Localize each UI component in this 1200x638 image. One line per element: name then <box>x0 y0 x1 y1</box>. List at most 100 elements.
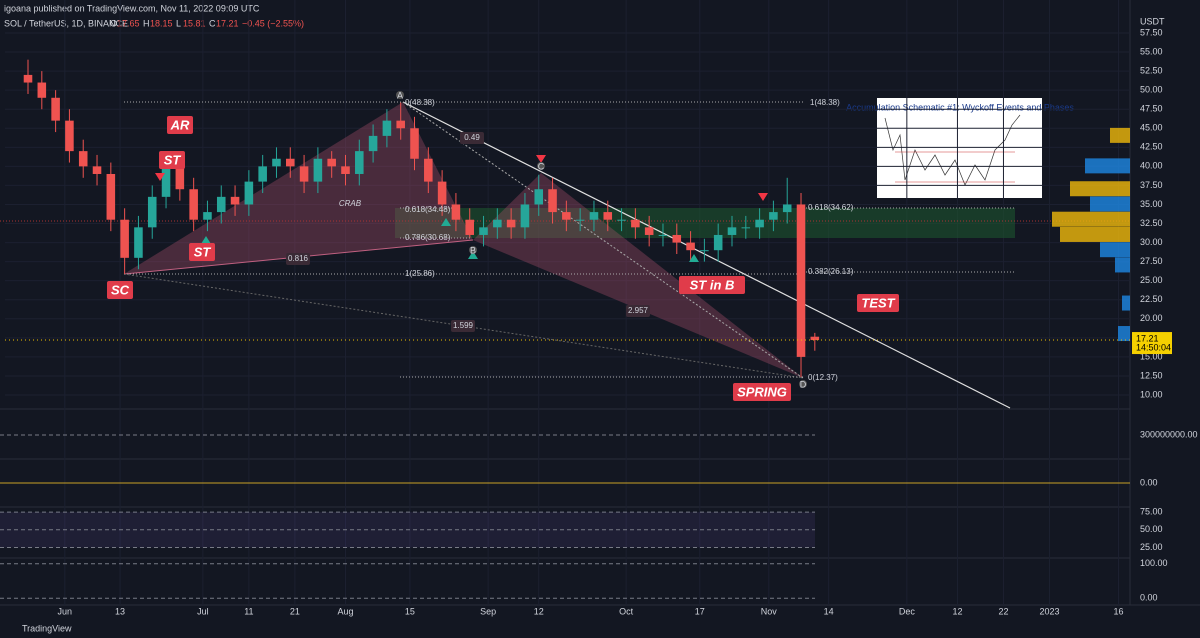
last-price: 17.21 <box>1136 333 1159 343</box>
ohlc-key: O <box>110 18 117 28</box>
candle-body <box>147 196 157 228</box>
candle-body <box>272 158 281 167</box>
x-tick-label: 16 <box>1113 606 1123 616</box>
annotation-box <box>159 151 185 169</box>
candle-body <box>713 234 723 251</box>
x-tick-label: 12 <box>534 606 544 616</box>
annotation-box <box>857 294 899 312</box>
annotation-box <box>679 276 745 294</box>
annotation: AR <box>170 117 190 132</box>
ratio-label: 1.599 <box>453 321 474 330</box>
axis-title: USDT <box>1140 16 1165 26</box>
ratio-label: 0.49 <box>464 133 480 142</box>
candle-body <box>244 181 254 205</box>
pattern-point-label: C <box>538 161 545 171</box>
y-tick-label: 35.00 <box>1140 199 1163 209</box>
pattern-point-label: A <box>397 90 403 100</box>
annotation-box <box>107 281 133 299</box>
candle-body <box>769 212 778 220</box>
buy-marker <box>689 254 699 262</box>
pane-tick-label: 25.00 <box>1140 542 1163 552</box>
candle-body <box>258 166 267 182</box>
annotation: ST <box>194 244 212 259</box>
crab-pattern <box>124 102 473 274</box>
annotation: SC <box>111 282 130 297</box>
candle-body <box>493 219 502 228</box>
volume-profile-bar <box>1122 295 1130 311</box>
fib-label: 1(25.86) <box>405 269 435 278</box>
pattern-point-label: D <box>800 379 807 389</box>
fib-label: 0(48.38) <box>405 98 435 107</box>
fib-label: 1(48.38) <box>810 98 840 107</box>
ohlc-key: C <box>209 18 216 28</box>
candle-body <box>520 204 530 228</box>
pane-tick-label: 75.00 <box>1140 506 1163 516</box>
candle-body <box>341 166 350 174</box>
candle-body <box>782 204 792 213</box>
candle-body <box>589 212 599 220</box>
y-tick-label: 42.50 <box>1140 142 1163 152</box>
ohlc-value: 18.15 <box>150 18 173 28</box>
ohlc-key: L <box>176 18 181 28</box>
ratio-box <box>460 132 484 144</box>
inset-sketch <box>884 114 1021 186</box>
volume-profile-bar <box>1110 127 1130 143</box>
x-tick-label: Dec <box>899 606 916 616</box>
candle-body <box>396 120 405 129</box>
annotation: ST in B <box>690 277 735 292</box>
ohlc-key: H <box>143 18 150 28</box>
trend-line <box>402 101 1011 409</box>
sell-marker <box>536 155 546 163</box>
ratio-box <box>286 253 310 265</box>
y-tick-label: 55.00 <box>1140 46 1163 56</box>
candle-body <box>465 219 475 235</box>
candle-body <box>65 120 74 152</box>
candle-body <box>810 336 820 341</box>
y-tick-label: 32.50 <box>1140 218 1163 228</box>
candle-body <box>603 212 613 220</box>
pane-tick-label: 50.00 <box>1140 524 1163 534</box>
fib-label: 0.786(30.68) <box>405 233 451 242</box>
y-tick-label: 40.00 <box>1140 161 1163 171</box>
volume-profile-bar <box>1085 158 1130 174</box>
symbol: SOL / TetherUS, 1D, BINANCE <box>4 18 128 28</box>
y-tick-label: 15.00 <box>1140 351 1163 361</box>
candle-body <box>672 234 682 243</box>
candle-body <box>92 166 102 174</box>
volume-profile-bar <box>1052 211 1130 227</box>
y-tick-label: 12.50 <box>1140 370 1163 380</box>
y-tick-label: 52.50 <box>1140 65 1163 75</box>
candle-body <box>175 166 185 190</box>
annotation-box <box>189 243 215 261</box>
y-tick-label: 22.50 <box>1140 294 1163 304</box>
candle-body <box>382 120 392 136</box>
y-tick-label: 37.50 <box>1140 180 1163 190</box>
x-tick-label: Jun <box>58 606 73 616</box>
change: −0.45 (−2.55%) <box>242 18 304 28</box>
ratio-label: 2.957 <box>628 306 649 315</box>
sell-marker <box>155 173 165 181</box>
candle-body <box>51 97 60 121</box>
y-tick-label: 57.50 <box>1140 27 1163 37</box>
candle-body <box>479 227 488 235</box>
pattern-point <box>799 380 807 388</box>
y-tick-label: 50.00 <box>1140 85 1163 95</box>
candle-body <box>37 82 47 98</box>
volume-profile-bar <box>1118 326 1130 342</box>
x-tick-label: 13 <box>115 606 125 616</box>
candle-body <box>424 158 433 182</box>
candle-body <box>134 227 143 258</box>
x-tick-label: Jul <box>197 606 209 616</box>
candle-body <box>617 219 626 221</box>
ratio-box <box>451 320 475 332</box>
y-tick-label: 27.50 <box>1140 256 1163 266</box>
volume-profile-bar <box>1070 181 1130 197</box>
volume-profile-bar <box>1115 257 1130 273</box>
candle-body <box>562 212 571 220</box>
annotation-box <box>733 383 791 401</box>
annotation: SPRING <box>737 384 787 399</box>
candle-body <box>658 234 668 236</box>
inset-image <box>877 98 1042 198</box>
pattern-line <box>123 273 804 379</box>
